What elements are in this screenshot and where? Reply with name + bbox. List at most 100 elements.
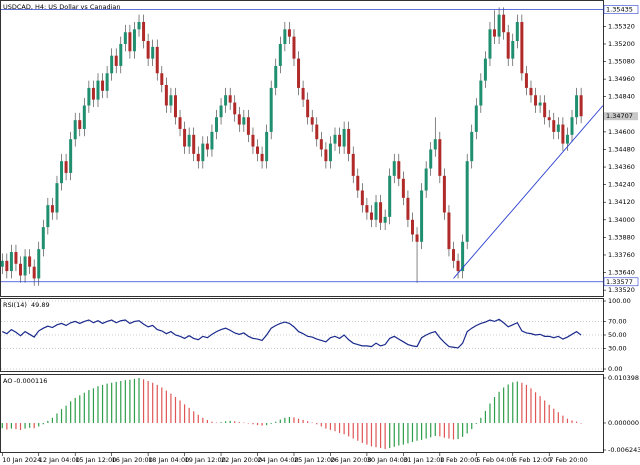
candle-body — [214, 117, 218, 132]
candle-body — [287, 29, 291, 37]
ao-bar — [407, 422, 409, 444]
ao-bar — [101, 384, 104, 423]
candle-body — [524, 73, 528, 88]
ao-bar — [261, 422, 263, 426]
ao-bar — [466, 422, 468, 434]
x-tick-label: 1 Feb 20:00 — [440, 456, 479, 464]
ao-value: -0.000116 — [14, 377, 47, 385]
candle-body — [78, 120, 82, 129]
x-tick-label: 30 Jan 04:00 — [367, 456, 408, 464]
ao-bar — [97, 386, 99, 423]
chart-title: USDCAD, H4: US Dollar vs Canadian — [3, 3, 121, 11]
candle-body — [488, 29, 492, 59]
y-tick-label: 1.35200 — [608, 40, 635, 48]
rsi-line — [2, 318, 582, 349]
ao-bar — [206, 419, 208, 423]
candle-body — [82, 105, 86, 129]
candle-body — [497, 14, 501, 37]
ao-bar — [480, 417, 482, 423]
candle-body — [137, 21, 141, 30]
ao-bar — [142, 379, 145, 423]
ao-bar — [24, 422, 26, 429]
candle-body — [105, 73, 109, 91]
candle-body — [502, 14, 506, 33]
candle-body — [132, 29, 136, 52]
ao-bar — [553, 408, 555, 423]
candle-body — [310, 117, 314, 125]
y-tick-label: 1.34840 — [608, 93, 635, 101]
plot-layer: 1.35320 1.35200 1.35080 1.34960 1.34840 1.346… — [0, 5, 640, 464]
price-tag-label: 1.35435 — [606, 6, 633, 14]
ao-bar — [389, 422, 391, 449]
price-tag-label: 1.33577 — [606, 278, 633, 286]
ao-bar — [311, 422, 313, 424]
candle-body — [50, 205, 54, 213]
price-tag — [603, 277, 639, 287]
ao-bar — [79, 395, 81, 423]
candle-body — [534, 95, 538, 106]
ao-bar — [425, 422, 427, 439]
ao-bar — [434, 422, 436, 436]
ao-bar — [297, 418, 300, 423]
y-tick-label: 1.33520 — [608, 286, 635, 294]
ao-bar — [279, 419, 281, 423]
candle-body — [297, 58, 301, 88]
ao-bar — [156, 384, 158, 423]
ao-bar — [211, 421, 213, 423]
y-tick-label: 1.34360 — [608, 163, 635, 171]
x-tick-label: 31 Jan 12:00 — [403, 456, 444, 464]
candle-body — [128, 32, 132, 52]
y-tick-label: 1.33760 — [608, 251, 635, 259]
candle-body — [493, 29, 497, 37]
candle-body — [178, 117, 182, 129]
ao-bar — [215, 422, 218, 424]
ao-bar — [343, 422, 345, 435]
ao-bar — [106, 383, 108, 423]
candle-body — [415, 234, 419, 242]
ao-panel — [0, 374, 604, 453]
candle-body — [228, 95, 232, 103]
candle-body — [260, 153, 264, 162]
ao-bar — [452, 422, 455, 440]
candle-body — [164, 84, 168, 106]
candle-body — [506, 32, 510, 59]
candle-body — [278, 43, 282, 66]
ao-bar — [74, 397, 76, 423]
candle-body — [338, 134, 342, 147]
candle-body — [315, 124, 319, 140]
x-tick-label: 15 Jan 12:00 — [75, 456, 116, 464]
ao-bar — [183, 404, 186, 423]
x-tick-label: 26 Jan 20:00 — [330, 456, 371, 464]
ao-bar — [293, 417, 295, 423]
ao-bar — [266, 422, 268, 426]
ao-bar — [225, 421, 227, 423]
y-tick-label: 1.35080 — [608, 58, 635, 66]
ao-bar — [247, 422, 250, 424]
ao-bar — [411, 422, 414, 443]
ao-bar — [111, 382, 113, 423]
ao-bar — [507, 384, 509, 423]
candle-body — [96, 80, 100, 100]
candle-body — [356, 175, 360, 191]
ao-bar — [370, 422, 373, 447]
ao-bar — [92, 388, 95, 423]
candle-body — [379, 202, 383, 223]
ao-bar — [357, 422, 359, 441]
candle-body — [360, 190, 364, 206]
ao-bar — [152, 382, 154, 423]
last-price-tag — [604, 112, 638, 121]
candle-body — [251, 134, 255, 147]
ao-bar — [138, 377, 140, 423]
y-tick-label: -0.006243 — [608, 446, 640, 454]
candle-body — [73, 120, 77, 140]
candle-body — [246, 117, 250, 135]
ao-bar — [557, 412, 559, 423]
ao-bar — [457, 422, 459, 439]
ao-bar — [252, 422, 254, 425]
ao-bar — [420, 422, 423, 440]
ao-bar — [179, 400, 181, 423]
y-tick-label: 70.00 — [608, 317, 627, 325]
candle-body — [561, 124, 565, 144]
